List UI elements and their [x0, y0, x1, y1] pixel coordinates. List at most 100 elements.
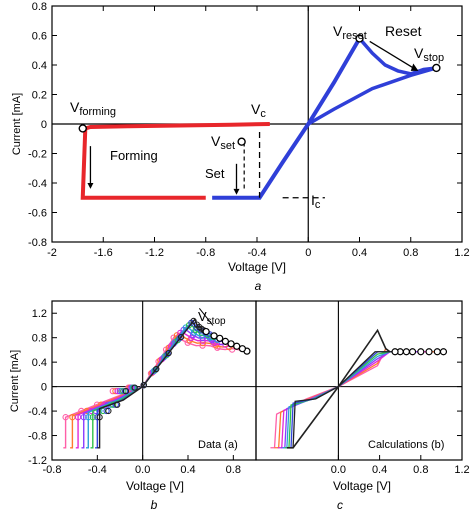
- panel-a-xlabel: Voltage [V]: [228, 260, 286, 274]
- a-xtick-label: -1.6: [94, 247, 113, 259]
- v-stop-label: Vstop: [414, 45, 444, 64]
- b-xtick-label: 0.4: [180, 464, 195, 476]
- panel-c: 0.0 0.4 0.8 1.2 Voltage [V] c Calculations …: [255, 300, 470, 512]
- c-series-line: [288, 351, 396, 449]
- reset-arrow-head: [410, 63, 419, 71]
- reset-curve: [307, 37, 437, 126]
- b-xtick-label: 0.0: [135, 464, 150, 476]
- a-xtick-label: -1.2: [145, 247, 164, 259]
- a-xtick-label: -0.4: [248, 247, 267, 259]
- panel-a-curves: [78, 34, 441, 200]
- b-data-point: [153, 365, 160, 373]
- b-data-point: [62, 414, 69, 421]
- a-xtick-label: 0.8: [403, 247, 418, 259]
- v-forming-label: Vforming: [70, 99, 116, 118]
- b-v-stop-marker: [238, 345, 246, 353]
- c-xtick-label: 0.0: [331, 464, 346, 476]
- b-data-point: [80, 414, 87, 421]
- b-xtick-label: -0.8: [43, 464, 62, 476]
- c-series-line: [282, 351, 413, 449]
- panel-c-ticks: 0.0 0.4 0.8 1.2: [256, 301, 470, 476]
- b-ytick-label: 0.8: [32, 333, 47, 345]
- v-forming-marker: [78, 124, 87, 133]
- a-ytick-label: 0.4: [32, 60, 47, 72]
- a-ytick-label: 0.8: [32, 1, 47, 13]
- b-data-point: [164, 350, 171, 358]
- panel-b-v-stop-label: Vstop: [198, 309, 226, 327]
- reset-label: Reset: [385, 23, 422, 39]
- panel-b-legend: Data (a): [198, 439, 238, 451]
- set-arrow-head: [233, 188, 240, 195]
- c-v-stop-marker: [433, 348, 441, 356]
- b-series-line: [63, 335, 248, 449]
- a-ytick-label: -0.8: [28, 237, 47, 249]
- panel-c-curves: [270, 328, 448, 449]
- b-data-point: [85, 414, 92, 421]
- b-v-stop-marker: [221, 337, 229, 345]
- panel-b-ticks: -0.8 -0.4 0.0 0.4 0.81.20.80.40-0.4-0.8-1.2: [28, 301, 256, 476]
- panel-a-ylabel: Current [mA]: [11, 93, 23, 155]
- a-xtick-label: 0.4: [352, 247, 367, 259]
- a-xtick-label: -2: [47, 247, 57, 259]
- i-c-label: Ic: [311, 192, 321, 211]
- b-data-point: [122, 387, 130, 395]
- b-data-point: [131, 384, 138, 391]
- b-data-point: [103, 407, 110, 415]
- b-ytick-label: 0.4: [32, 357, 47, 369]
- panel-b-xlabel: Voltage [V]: [126, 479, 184, 493]
- b-data-point: [96, 414, 103, 421]
- c-v-stop-marker: [408, 348, 417, 356]
- b-ytick-label: -0.8: [28, 431, 47, 443]
- b-series-line: [97, 317, 207, 449]
- c-v-stop-marker: [402, 348, 410, 356]
- panel-c-caption: c: [337, 498, 343, 512]
- forming-curve: [80, 122, 270, 200]
- a-ytick-label: -0.6: [28, 208, 47, 220]
- panel-b: -0.8 -0.4 0.0 0.4 0.81.20.80.40-0.4-0.8-1.2 …: [9, 300, 257, 512]
- b-ytick-label: 1.2: [32, 308, 47, 320]
- c-v-stop-marker: [417, 348, 425, 356]
- b-v-stop-marker: [202, 327, 210, 336]
- a-xtick-label: 0: [305, 247, 311, 259]
- b-data-point: [105, 407, 112, 415]
- b-v-stop-marker: [227, 340, 235, 348]
- a-ytick-label: -0.4: [28, 178, 47, 190]
- panel-b-curves: [62, 308, 251, 449]
- v-set-marker: [237, 137, 246, 146]
- c-v-stop-marker: [425, 348, 433, 356]
- c-xtick-label: 1.2: [454, 464, 469, 476]
- b-data-point: [165, 349, 172, 357]
- reset-arrow-shaft: [369, 40, 414, 69]
- v-c-label: Vc: [251, 101, 266, 120]
- b-data-point: [89, 414, 96, 421]
- c-series-line: [280, 351, 421, 449]
- a-ytick-label: -0.2: [28, 149, 47, 161]
- b-data-point: [176, 335, 183, 342]
- b-data-point: [114, 401, 121, 408]
- panel-c-legend: Calculations (b): [368, 439, 444, 451]
- b-ytick-label: -1.2: [28, 455, 47, 467]
- b-v-stop-marker: [216, 334, 224, 342]
- set-label: Set: [205, 166, 225, 181]
- b-v-stop-marker: [210, 332, 218, 340]
- b-xtick-label: -0.4: [88, 464, 107, 476]
- a-ytick-label: 0: [41, 119, 47, 131]
- c-xtick-label: 0.4: [372, 464, 387, 476]
- c-envelope-curve: [286, 328, 391, 449]
- c-series-line: [274, 347, 438, 449]
- b-series-line: [70, 333, 243, 449]
- v-set-label: Vset: [211, 133, 235, 152]
- b-data-point: [140, 381, 148, 389]
- b-data-point: [190, 317, 197, 325]
- forming-arrow-head: [87, 183, 94, 189]
- panel-a-caption: a: [255, 279, 262, 293]
- c-xtick-label: 0.8: [413, 464, 428, 476]
- a-ytick-label: 0.6: [32, 31, 47, 43]
- b-v-stop-marker: [233, 342, 241, 350]
- c-v-stop-marker: [439, 348, 448, 356]
- c-v-stop-marker: [391, 348, 399, 356]
- a-xtick-label: -0.8: [196, 247, 215, 259]
- b-ytick-label: 0: [41, 382, 47, 394]
- a-ytick-label: 0.2: [32, 90, 47, 102]
